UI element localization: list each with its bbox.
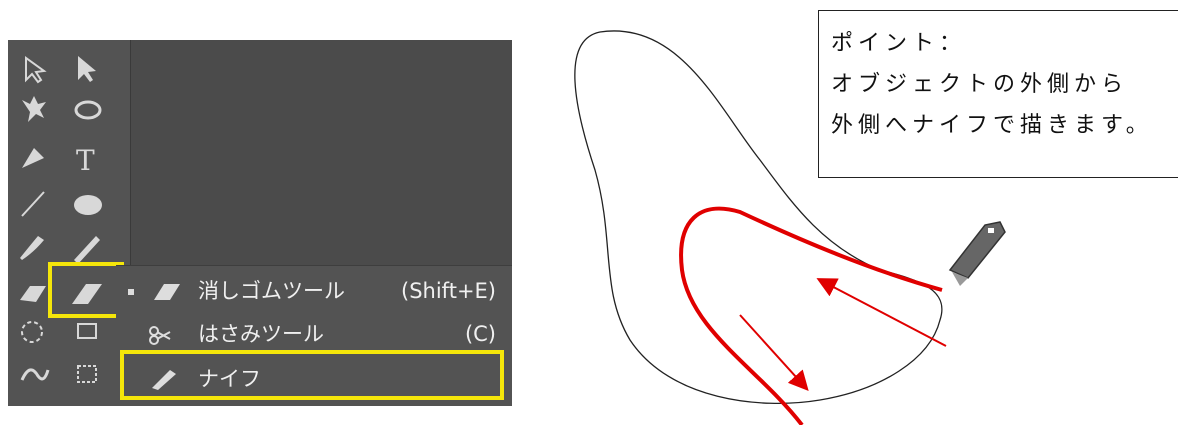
- note-line: ポイント：: [831, 23, 1178, 64]
- direction-arrow: [740, 315, 806, 388]
- note-line: オブジェクトの外側から: [831, 64, 1178, 105]
- page: T 消しゴムツール (Shift+E) はさみツール (C): [0, 0, 1178, 425]
- cut-path: [681, 209, 942, 425]
- knife-cursor: [950, 222, 1005, 286]
- direction-arrow: [820, 280, 946, 346]
- note-line: 外側へナイフで描きます。: [831, 105, 1178, 146]
- note-box: ポイント： オブジェクトの外側から 外側へナイフで描きます。: [818, 10, 1178, 178]
